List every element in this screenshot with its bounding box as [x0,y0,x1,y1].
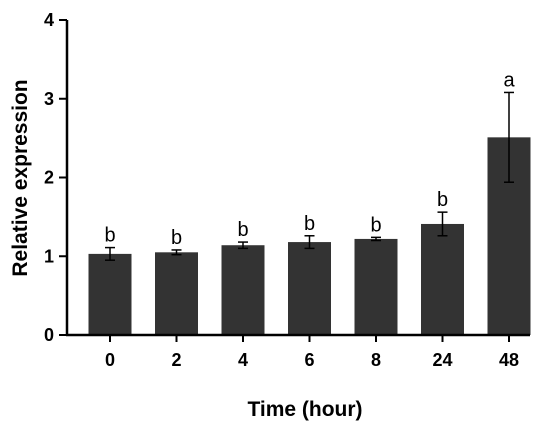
y-tick-label-4: 4 [44,10,54,30]
x-tick-label-4: 4 [238,350,248,370]
y-tick-label-0: 0 [44,325,54,345]
significance-label-4: b [237,219,248,241]
bar-2 [155,252,198,335]
bar-4 [221,245,265,335]
x-tick-label-0: 0 [105,350,115,370]
y-tick-label-1: 1 [44,246,54,266]
x-tick-label-6: 6 [304,350,314,370]
error-bar-24 [437,211,448,237]
y-tick-label-3: 3 [44,89,54,109]
x-axis-title: Time (hour) [247,398,362,421]
x-tick-label-48: 48 [499,350,519,370]
bar-8 [354,238,398,335]
significance-label-0: b [104,225,115,247]
y-axis-title: Relative expression [9,79,32,276]
error-bar-4 [238,241,248,250]
bar-0 [88,253,132,335]
significance-label-6: b [304,213,315,235]
bars-group [88,137,531,335]
y-ticks-group: 0 1 2 3 4 [44,10,67,345]
bar-24 [421,223,464,335]
x-tick-label-8: 8 [371,350,381,370]
error-bar-0 [105,246,115,261]
significance-label-8: b [370,214,381,236]
error-bars-group [105,91,514,261]
x-tick-label-24: 24 [432,350,452,370]
x-tick-label-2: 2 [171,350,181,370]
y-tick-label-2: 2 [44,168,54,188]
error-bar-6 [304,235,315,250]
significance-label-48: a [503,69,515,91]
error-bar-8 [371,236,381,242]
x-ticks-group: 0 2 4 6 8 24 48 [105,335,519,370]
bar-6 [288,242,331,335]
error-bar-48 [504,91,514,183]
error-bar-2 [171,249,182,256]
significance-labels-group: b b b b b b a [104,69,515,249]
significance-label-24: b [437,189,448,211]
significance-label-2: b [171,227,182,249]
